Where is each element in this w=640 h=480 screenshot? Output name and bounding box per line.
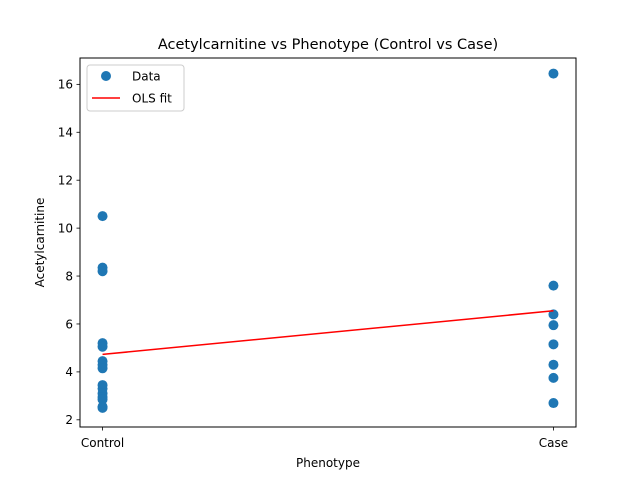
data-point	[548, 280, 559, 291]
data-point	[97, 363, 108, 374]
legend-label-data: Data	[132, 70, 161, 84]
y-tick-label: 14	[58, 126, 73, 140]
legend: Data OLS fit	[86, 64, 185, 112]
x-tick-label: Case	[539, 436, 568, 450]
y-axis: 2 4 6 8 10 12 14 16	[58, 78, 80, 427]
legend-box	[86, 64, 185, 112]
y-tick-label: 4	[65, 365, 73, 379]
data-point	[97, 211, 108, 222]
x-axis-label: Phenotype	[296, 456, 360, 470]
y-axis-label: Acetylcarnitine	[33, 198, 47, 288]
y-tick-label: 2	[65, 413, 73, 427]
data-point	[548, 372, 559, 383]
data-point	[97, 394, 108, 405]
legend-marker-data	[101, 71, 111, 81]
data-point	[548, 398, 559, 409]
legend-label-ols: OLS fit	[132, 92, 172, 106]
y-tick-label: 8	[65, 269, 73, 283]
y-tick-label: 16	[58, 78, 73, 92]
data-point	[548, 309, 559, 320]
data-point	[97, 266, 108, 277]
data-point	[97, 402, 108, 413]
data-layer	[97, 68, 559, 413]
y-tick-label: 12	[58, 174, 73, 188]
x-tick-label: Control	[81, 436, 124, 450]
data-point	[548, 320, 559, 331]
data-point	[548, 359, 559, 370]
ols-fit-line	[102, 310, 554, 356]
chart-title: Acetylcarnitine vs Phenotype (Control vs…	[158, 37, 498, 53]
y-tick-label: 10	[58, 221, 73, 235]
axes-frame	[79, 57, 577, 428]
plot-area	[79, 57, 577, 428]
data-point	[548, 339, 559, 350]
data-point	[97, 341, 108, 352]
y-tick-label: 6	[65, 317, 73, 331]
x-axis: Control Case	[81, 427, 568, 450]
data-point	[548, 68, 559, 79]
